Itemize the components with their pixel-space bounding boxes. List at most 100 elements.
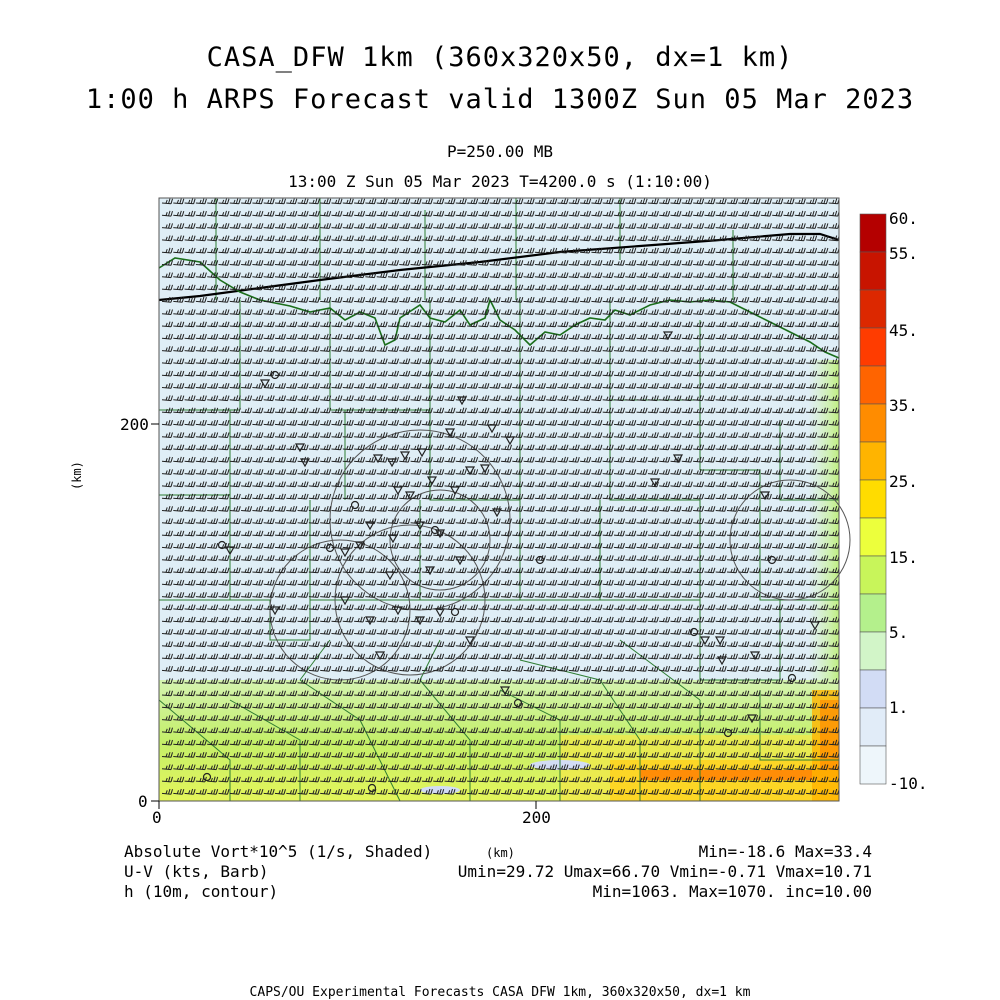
wind-barbs: [161, 198, 839, 795]
station-circle: [767, 555, 777, 565]
cbar-label-45: 45.: [889, 321, 918, 340]
station-markers: [202, 331, 821, 793]
cbar-label-1: 1.: [889, 698, 909, 717]
x-tick-0: 0: [152, 808, 162, 827]
colorbar: [859, 213, 887, 785]
station-triangle: [339, 548, 351, 558]
station-triangle: [479, 464, 491, 474]
station-circle: [513, 698, 523, 708]
pressure-level: P=250.00 MB: [447, 142, 553, 161]
y-tick-0: 0: [138, 792, 148, 811]
footer-credit: CAPS/OU Experimental Forecasts CASA DFW …: [249, 985, 751, 1000]
colorbar-box: [859, 707, 887, 747]
station-triangle: [454, 556, 466, 566]
station-triangle: [374, 651, 386, 661]
vorticity-shading: [159, 198, 839, 801]
station-triangle: [294, 443, 306, 453]
station-circle: [723, 728, 733, 738]
legend-stats-vorticity: Min=-18.6 Max=33.4: [698, 842, 872, 861]
station-triangle: [354, 541, 366, 551]
station-circle: [535, 555, 545, 565]
colorbar-box: [859, 327, 887, 367]
station-triangle: [387, 534, 399, 544]
station-triangle: [499, 686, 511, 696]
cbar-label-55: 55.: [889, 244, 918, 263]
station-triangle: [434, 608, 446, 618]
cbar-label-15: 15.: [889, 548, 918, 567]
x-tick-200: 200: [522, 808, 551, 827]
station-triangle: [456, 396, 468, 406]
cbar-label-35: 35.: [889, 396, 918, 415]
legend-stats-wind: Umin=29.72 Umax=66.70 Vmin=-0.71 Vmax=10…: [457, 862, 872, 881]
station-triangle: [424, 566, 436, 576]
station-triangle: [386, 458, 398, 468]
station-triangle: [364, 616, 376, 626]
colorbar-box: [859, 479, 887, 519]
colorbar-box: [859, 213, 887, 253]
colorbar-box: [859, 251, 887, 291]
station-triangle: [414, 616, 426, 626]
station-circle: [202, 772, 212, 782]
station-triangle: [404, 491, 416, 501]
station-triangle: [414, 521, 426, 531]
station-triangle: [426, 476, 438, 486]
station-circle: [217, 540, 227, 550]
station-triangle: [392, 486, 404, 496]
colorbar-box: [859, 289, 887, 329]
valid-time: 13:00 Z Sun 05 Mar 2023 T=4200.0 s (1:10…: [288, 172, 712, 191]
legend-field-vorticity: Absolute Vort*10^5 (1/s, Shaded): [124, 842, 433, 861]
station-triangle: [672, 454, 684, 464]
y-axis-unit: (km): [70, 461, 84, 490]
station-triangle: [759, 491, 771, 501]
station-circle: [689, 627, 699, 637]
station-circle: [350, 500, 360, 510]
legend-stats-height: Min=1063. Max=1070. inc=10.00: [592, 882, 872, 901]
station-triangle: [444, 428, 456, 438]
title-line-2: 1:00 h ARPS Forecast valid 1300Z Sun 05 …: [85, 84, 915, 115]
colorbar-box: [859, 365, 887, 405]
station-triangle: [269, 606, 281, 616]
station-triangle: [464, 636, 476, 646]
legend-field-wind: U-V (kts, Barb): [124, 862, 269, 881]
red-river: [158, 257, 840, 359]
station-triangle: [372, 454, 384, 464]
station-circle: [787, 673, 797, 683]
station-triangle: [339, 596, 351, 606]
station-triangle: [486, 424, 498, 434]
y-tick-200: 200: [120, 415, 149, 434]
station-triangle: [384, 571, 396, 581]
station-triangle: [399, 451, 411, 461]
station-triangle: [714, 636, 726, 646]
cbar-label-25: 25.: [889, 472, 918, 491]
x-axis-unit: (km): [486, 846, 515, 860]
cbar-label-60: 60.: [889, 209, 918, 228]
station-triangle: [434, 529, 446, 539]
station-triangle: [259, 379, 271, 389]
station-circle: [367, 783, 377, 793]
station-triangle: [449, 486, 461, 496]
station-triangle: [746, 714, 758, 724]
station-triangle: [224, 546, 236, 556]
station-triangle: [662, 331, 674, 341]
colorbar-box: [859, 593, 887, 633]
station-triangle: [749, 651, 761, 661]
station-circle: [450, 607, 460, 617]
colorbar-box: [859, 403, 887, 443]
height-contours: [269, 429, 851, 681]
station-triangle: [504, 436, 516, 446]
station-triangle: [416, 448, 428, 458]
station-triangle: [364, 521, 376, 531]
colorbar-box: [859, 555, 887, 595]
station-circle: [430, 525, 440, 535]
wind-barb-field: [161, 198, 839, 795]
station-triangle: [716, 656, 728, 666]
cbar-label-neg10: -10.: [889, 774, 928, 793]
colorbar-box: [859, 745, 887, 785]
colorbar-box: [859, 669, 887, 709]
colorbar-box: [859, 631, 887, 671]
axis-ticks: [151, 423, 537, 809]
station-triangle: [809, 621, 821, 631]
station-circle: [325, 543, 335, 553]
station-triangle: [299, 458, 311, 468]
